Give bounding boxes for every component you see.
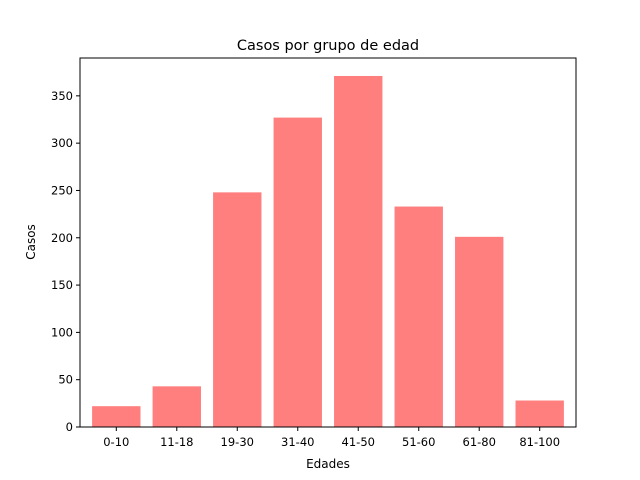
y-tick-label: 0 [66, 420, 73, 434]
chart-title: Casos por grupo de edad [237, 38, 419, 54]
x-tick-label: 81-100 [519, 435, 560, 449]
bar-11-18 [152, 386, 201, 427]
plot-area: 0 50 100 150 200 250 300 350 0-10 11-18 19-30 31-40… [51, 57, 577, 449]
y-tick-label: 350 [51, 89, 73, 103]
y-tick-label: 50 [58, 373, 73, 387]
x-tick-label: 0-10 [103, 435, 129, 449]
bar-51-60 [394, 206, 443, 427]
x-tick-label: 61-80 [463, 435, 496, 449]
x-tick-label: 41-50 [342, 435, 375, 449]
y-tick-label: 300 [51, 136, 73, 150]
x-tick-label: 51-60 [402, 435, 435, 449]
y-tick-label: 200 [51, 231, 73, 245]
x-tick-label: 19-30 [221, 435, 254, 449]
y-axis-label: Casos [24, 224, 38, 260]
bar-31-40 [273, 117, 322, 428]
bar-0-10 [92, 406, 141, 427]
y-tick-label: 250 [51, 183, 73, 197]
y-tick-label: 100 [51, 325, 73, 339]
bar-41-50 [334, 75, 383, 427]
bar-19-30 [213, 192, 262, 427]
x-tick-label: 11-18 [160, 435, 193, 449]
bar-61-80 [455, 236, 504, 427]
x-tick-label: 31-40 [281, 435, 314, 449]
y-tick-label: 150 [51, 278, 73, 292]
x-axis-label: Edades [306, 457, 350, 471]
axes-frame [79, 57, 577, 428]
bar-81-100 [515, 400, 564, 427]
